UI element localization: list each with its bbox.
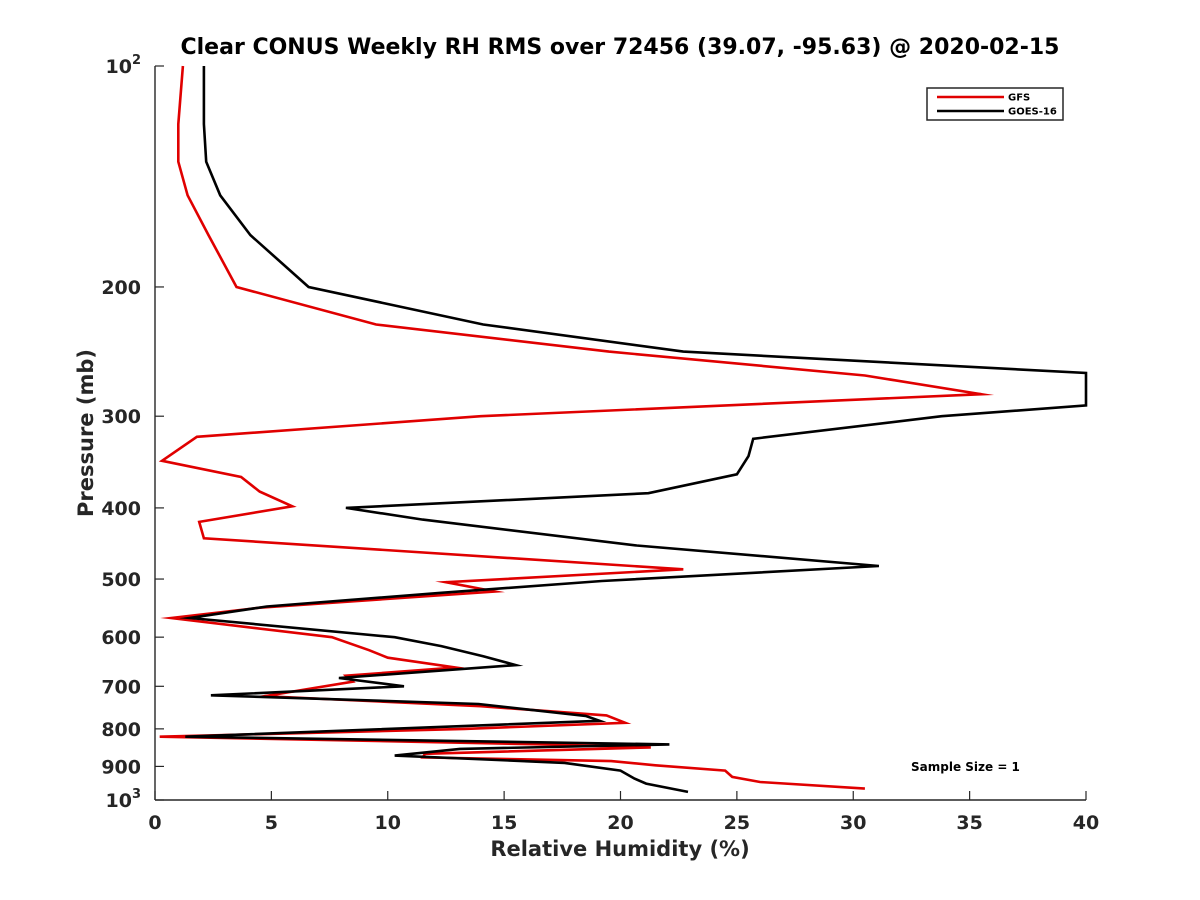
plot-area [155, 66, 1085, 799]
x-axis-label: Relative Humidity (%) [490, 837, 749, 861]
x-tick-label: 20 [607, 812, 633, 834]
legend-box [926, 87, 1064, 121]
y-tick-label: 700 [101, 676, 141, 698]
legend-label-gfs: GFS [1008, 93, 1030, 104]
series-line-goes16 [179, 66, 1088, 794]
series-layer [158, 65, 1088, 794]
y-tick-label: 103 [106, 787, 142, 812]
y-tick-label: 300 [101, 406, 141, 428]
series-line-gfs [158, 65, 995, 790]
x-tick-label: 40 [1073, 812, 1099, 834]
x-tick-label: 30 [840, 812, 866, 834]
chart-title: Clear CONUS Weekly RH RMS over 72456 (39… [181, 35, 1060, 60]
sample-size-annotation: Sample Size = 1 [911, 760, 1020, 774]
y-tick-label: 102 [106, 53, 142, 78]
x-tick-label: 25 [724, 812, 750, 834]
y-tick-label: 600 [101, 627, 141, 649]
y-tick-label: 400 [101, 498, 141, 520]
x-tick-label: 0 [148, 812, 161, 834]
x-tick-label: 35 [956, 812, 982, 834]
y-axis-label: Pressure (mb) [74, 349, 98, 517]
y-axis-ticks: 102 200 300 400 500 600 700 800 900 103 [101, 53, 164, 812]
legend: GFS GOES-16 [926, 87, 1064, 121]
y-tick-label: 500 [101, 569, 141, 591]
legend-label-goes16: GOES-16 [1008, 107, 1057, 118]
x-tick-label: 15 [491, 812, 517, 834]
y-tick-label: 200 [101, 277, 141, 299]
plot-background [155, 66, 1085, 799]
x-axis-ticks: 0 5 10 15 20 25 30 35 40 [148, 791, 1099, 834]
y-tick-label: 900 [101, 756, 141, 778]
y-tick-label: 800 [101, 719, 141, 741]
x-tick-label: 10 [375, 812, 401, 834]
x-tick-label: 5 [265, 812, 278, 834]
